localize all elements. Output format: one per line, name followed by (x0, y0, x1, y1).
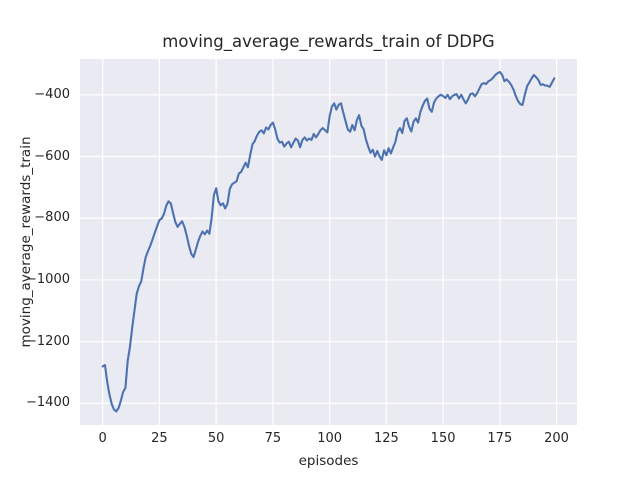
x-tick-label: 125 (373, 431, 399, 446)
y-tick-label: −1400 (26, 395, 70, 411)
x-tick-label: 175 (487, 431, 513, 446)
axes-background (80, 59, 577, 425)
x-tick-label: 0 (98, 431, 107, 446)
y-axis-label: moving_average_rewards_train (18, 136, 34, 348)
x-tick-label: 200 (544, 431, 569, 446)
chart-title: moving_average_rewards_train of DDPG (162, 32, 495, 51)
y-tick-label: −1200 (26, 333, 70, 349)
x-tick-label: 75 (264, 431, 282, 446)
y-tick-label: −600 (34, 148, 70, 164)
x-tick-label: 150 (430, 431, 456, 446)
y-tick-label: −1000 (26, 271, 70, 287)
y-tick-label: −400 (34, 86, 70, 102)
x-tick-label: 25 (151, 431, 168, 446)
x-axis-label: episodes (298, 453, 359, 469)
x-tick-label: 100 (317, 431, 343, 446)
line-series (101, 70, 556, 413)
y-tick-label: −800 (34, 210, 70, 226)
x-tick-label: 50 (207, 431, 225, 446)
